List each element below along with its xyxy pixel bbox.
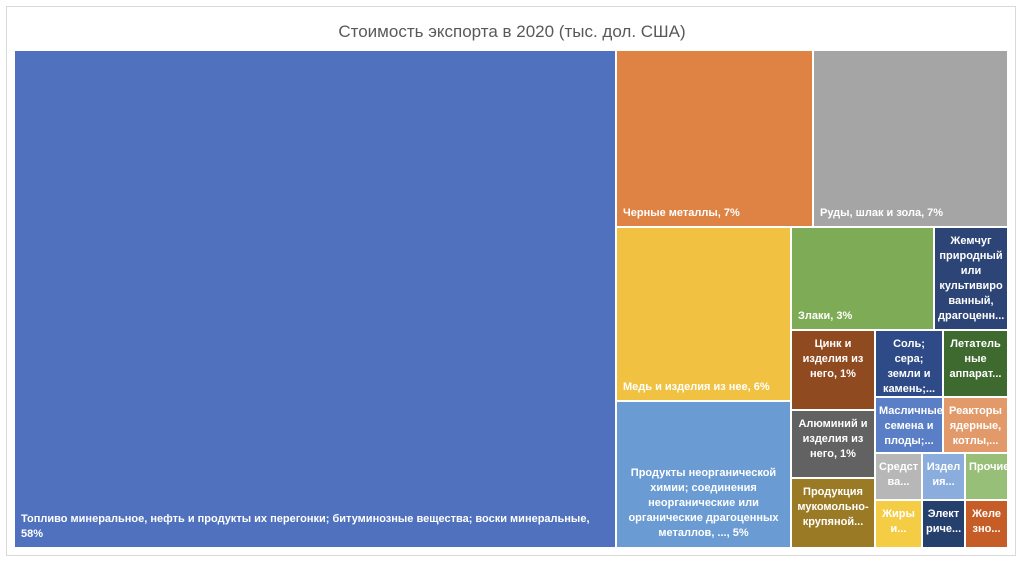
treemap-tile: Алюминий и изделия из него, 1% — [791, 410, 875, 478]
treemap-tile: Руды, шлак и зола, 7% — [813, 50, 1008, 227]
treemap-tile-label: Масличные семена и плоды;... — [879, 405, 943, 447]
treemap-tile: Топливо минеральное, нефть и продукты их… — [14, 50, 616, 548]
treemap-tile-label: Соль; сера; земли и камень;... — [882, 338, 936, 395]
treemap-tile-label: Продукты неорганической химии; соединени… — [628, 467, 779, 539]
treemap-tile-label: Руды, шлак и зола, 7% — [820, 207, 944, 219]
treemap-tile: Жиры и... — [875, 500, 922, 548]
treemap-tile-label: Медь и изделия из нее, 6% — [623, 381, 770, 393]
treemap-tile: Элект риче... — [922, 500, 965, 548]
treemap-tile-label: Злаки, 3% — [798, 310, 853, 322]
chart-title: Стоимость экспорта в 2020 (тыс. дол. США… — [338, 22, 686, 41]
treemap-tile-label: Жемчуг природный или культивиро ванный, … — [938, 235, 1005, 322]
treemap-tile-label: Желе зно... — [971, 508, 1002, 535]
treemap-tile: Продукция мукомольно-крупяной... — [791, 478, 875, 548]
treemap-tile: Цинк и изделия из него, 1% — [791, 330, 875, 410]
treemap-tile-label: Летатель ные аппарат... — [949, 338, 1002, 380]
treemap-tile-label: Алюминий и изделия из него, 1% — [798, 418, 868, 460]
treemap-tile-label: Продукция мукомольно-крупяной... — [797, 486, 869, 528]
treemap-tile: Летатель ные аппарат... — [943, 330, 1008, 397]
treemap-tile-label: Издел ия... — [926, 461, 961, 488]
treemap-tile: Соль; сера; земли и камень;... — [875, 330, 943, 397]
treemap-tile: Реакторы ядерные, котлы,... — [943, 397, 1008, 453]
treemap-tile-label: Черные металлы, 7% — [623, 207, 740, 219]
treemap-tile: Издел ия... — [922, 453, 965, 500]
treemap-tile: Черные металлы, 7% — [616, 50, 813, 227]
treemap-tile-label: Прочие... — [969, 461, 1007, 473]
treemap-tile: Средст ва... — [875, 453, 922, 500]
treemap-tile-label: Элект риче... — [926, 508, 962, 535]
treemap-tile-label: Цинк и изделия из него, 1% — [802, 338, 864, 380]
treemap-tile-label: Топливо минеральное, нефть и продукты их… — [21, 513, 590, 540]
treemap-tile-label: Жиры и... — [882, 508, 915, 535]
treemap-tile: Злаки, 3% — [791, 227, 934, 330]
treemap-tile-label: Реакторы ядерные, котлы,... — [949, 405, 1002, 447]
treemap-tile: Продукты неорганической химии; соединени… — [616, 401, 791, 548]
treemap-tile: Жемчуг природный или культивиро ванный, … — [934, 227, 1008, 330]
treemap-tile: Прочие... — [965, 453, 1008, 500]
treemap-tile: Медь и изделия из нее, 6% — [616, 227, 791, 401]
treemap-tile-label: Средст ва... — [879, 461, 919, 488]
treemap-tile: Желе зно... — [965, 500, 1008, 548]
treemap-tile: Масличные семена и плоды;... — [875, 397, 943, 453]
